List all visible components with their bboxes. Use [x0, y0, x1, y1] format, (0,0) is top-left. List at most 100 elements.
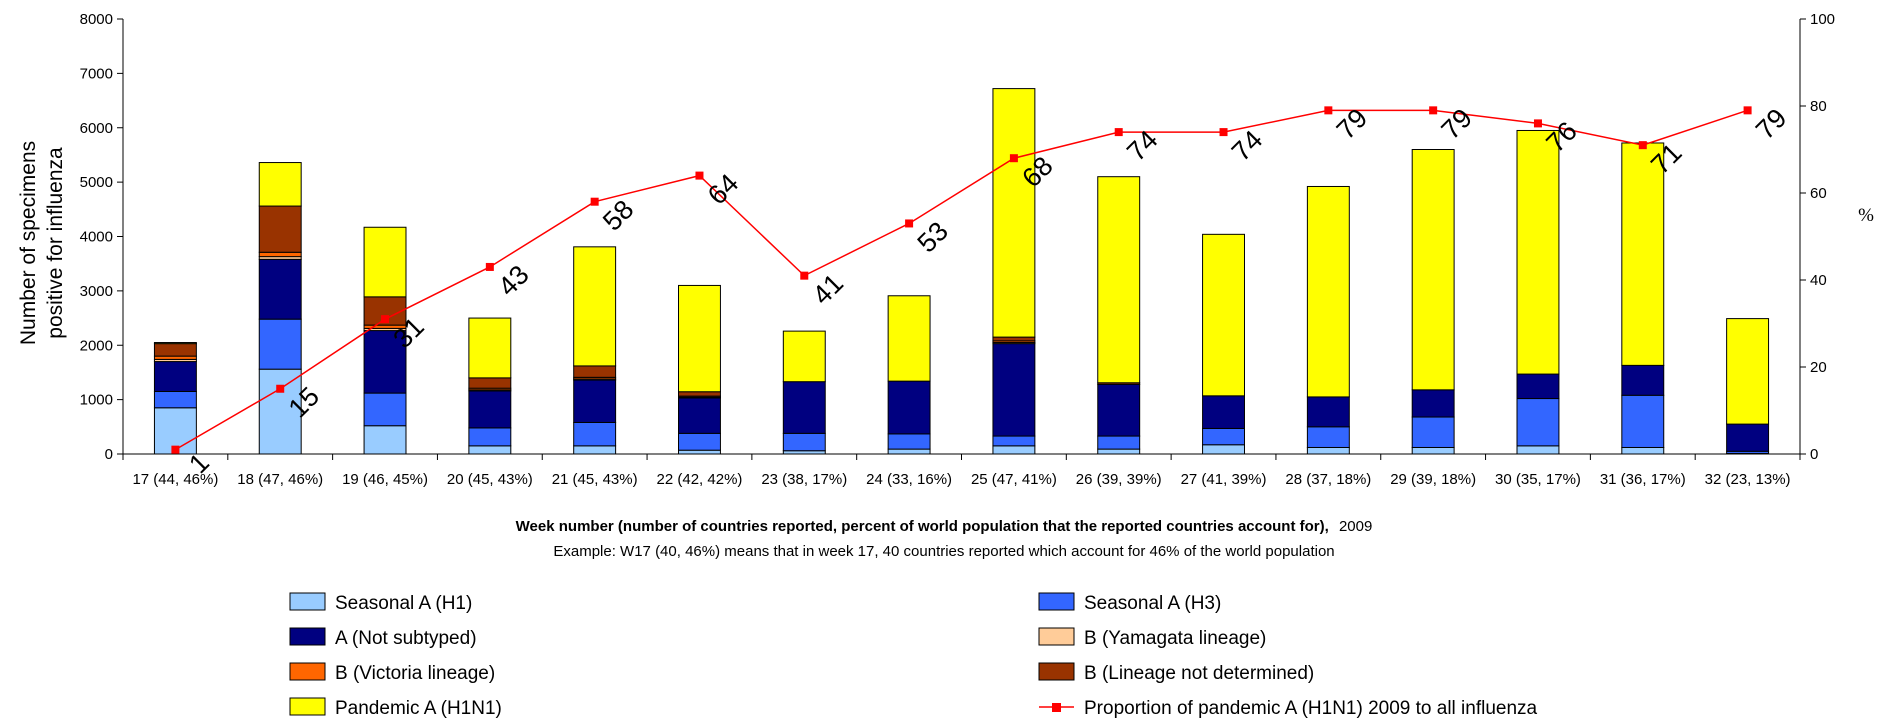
data-label: 64: [702, 168, 744, 210]
bar-segment: [1202, 233, 1245, 397]
y-tick-label: 2000: [80, 337, 113, 354]
data-label: 53: [912, 216, 954, 258]
bar-segment: [1306, 185, 1350, 398]
y2-axis-label: %: [1858, 205, 1874, 226]
x-tick-label: 21 (45, 43%): [552, 471, 638, 488]
legend-line-marker: [1052, 703, 1061, 712]
bar-segment: [573, 421, 617, 447]
line-marker: [1114, 128, 1123, 137]
y-tick-label: 4000: [80, 229, 113, 246]
bar-segment: [992, 435, 1036, 447]
y-tick-label: 8000: [80, 11, 113, 28]
line-marker: [1533, 119, 1542, 128]
legend-swatch: [289, 697, 326, 716]
line-marker: [171, 445, 180, 454]
line-marker: [485, 262, 494, 271]
x-tick-label: 20 (45, 43%): [447, 471, 533, 488]
y2-tick-label: 20: [1810, 359, 1827, 376]
data-label: 41: [807, 268, 849, 310]
bar-segment: [1621, 394, 1665, 448]
line-marker: [1009, 154, 1018, 163]
line-marker: [800, 271, 809, 280]
data-label: 43: [492, 259, 534, 301]
legend-label: Seasonal A (H3): [1084, 593, 1221, 614]
x-tick-label: 27 (41, 39%): [1181, 471, 1267, 488]
y2-tick-label: 80: [1810, 98, 1827, 115]
bar-segment: [887, 433, 931, 450]
y2-tick-label: 40: [1810, 272, 1827, 289]
bar-segment: [1516, 373, 1560, 400]
bar-segment: [1097, 383, 1141, 437]
legend-swatch: [289, 662, 326, 681]
bar-segment: [1411, 149, 1455, 391]
line-marker: [695, 171, 704, 180]
bar-segment: [258, 258, 302, 320]
bar-segment: [468, 377, 512, 389]
data-label: 79: [1331, 103, 1373, 145]
line-marker: [1429, 106, 1438, 115]
bar-segment: [1411, 446, 1455, 455]
bar-segment: [1097, 435, 1141, 450]
legend-label: B (Victoria lineage): [335, 663, 495, 684]
x-axis-title: Week number (number of countries reporte…: [516, 518, 1373, 535]
bar-segment: [1516, 398, 1560, 447]
bar-segment: [1306, 446, 1350, 455]
bar-segment: [678, 284, 721, 393]
bar-segment: [1202, 395, 1245, 429]
x-tick-label: 18 (47, 46%): [237, 471, 323, 488]
data-label: 79: [1436, 103, 1478, 145]
data-label: 79: [1750, 103, 1792, 145]
bar-segment: [258, 205, 302, 253]
bar-segment: [887, 380, 931, 435]
y-tick-label: 6000: [80, 120, 113, 137]
x-tick-label: 30 (35, 17%): [1495, 471, 1581, 488]
x-axis-title-year: 2009: [1339, 518, 1372, 535]
x-tick-label: 32 (23, 13%): [1705, 471, 1791, 488]
y-tick-label: 1000: [80, 392, 113, 409]
bar-segment: [363, 226, 407, 298]
bar-segment: [678, 391, 721, 397]
bar-segment: [468, 390, 512, 429]
legend-swatch: [1038, 627, 1075, 646]
line-marker: [905, 219, 914, 228]
bar-segment: [1621, 364, 1665, 396]
bar-segment: [468, 427, 512, 447]
bar-segment: [573, 246, 617, 367]
legend-label: Proportion of pandemic A (H1N1) 2009 to …: [1084, 698, 1538, 719]
y-axis-label-line2: positive for influenza: [44, 147, 67, 339]
line-marker: [381, 315, 390, 324]
bar-segment: [1202, 444, 1245, 455]
bar-segment: [468, 317, 512, 379]
bar-segment: [992, 88, 1036, 338]
bar-segment: [1411, 416, 1455, 448]
bar-segment: [678, 432, 721, 451]
x-axis-title-bold: Week number (number of countries reporte…: [516, 518, 1329, 535]
bar-segment: [153, 342, 197, 345]
x-axis-note: Example: W17 (40, 46%) means that in wee…: [553, 543, 1334, 560]
legend-label: B (Lineage not determined): [1084, 663, 1314, 684]
bar-segment: [1097, 448, 1141, 455]
legend-swatch: [289, 627, 326, 646]
x-tick-label: 28 (37, 18%): [1285, 471, 1371, 488]
proportion-line: [175, 109, 1748, 451]
bar-segment: [887, 295, 931, 382]
bar-segment: [258, 368, 302, 455]
bar-segment: [258, 251, 302, 258]
bar-segment: [782, 330, 826, 383]
legend-swatch: [289, 592, 326, 611]
y-tick-label: 0: [105, 446, 113, 463]
bar-segment: [887, 448, 931, 455]
bar-segment: [1621, 446, 1665, 455]
bar-segment: [258, 162, 302, 207]
legend-label: B (Yamagata lineage): [1084, 628, 1266, 649]
line-marker: [590, 197, 599, 206]
y-tick-label: 3000: [80, 283, 113, 300]
bars-layer: [153, 88, 1770, 455]
data-label: 74: [1121, 125, 1163, 167]
bar-segment: [153, 343, 197, 357]
legend-label: Pandemic A (H1N1): [335, 698, 502, 719]
legend-swatch: [1038, 662, 1075, 681]
bar-segment: [1097, 176, 1141, 384]
bar-segment: [573, 445, 617, 455]
